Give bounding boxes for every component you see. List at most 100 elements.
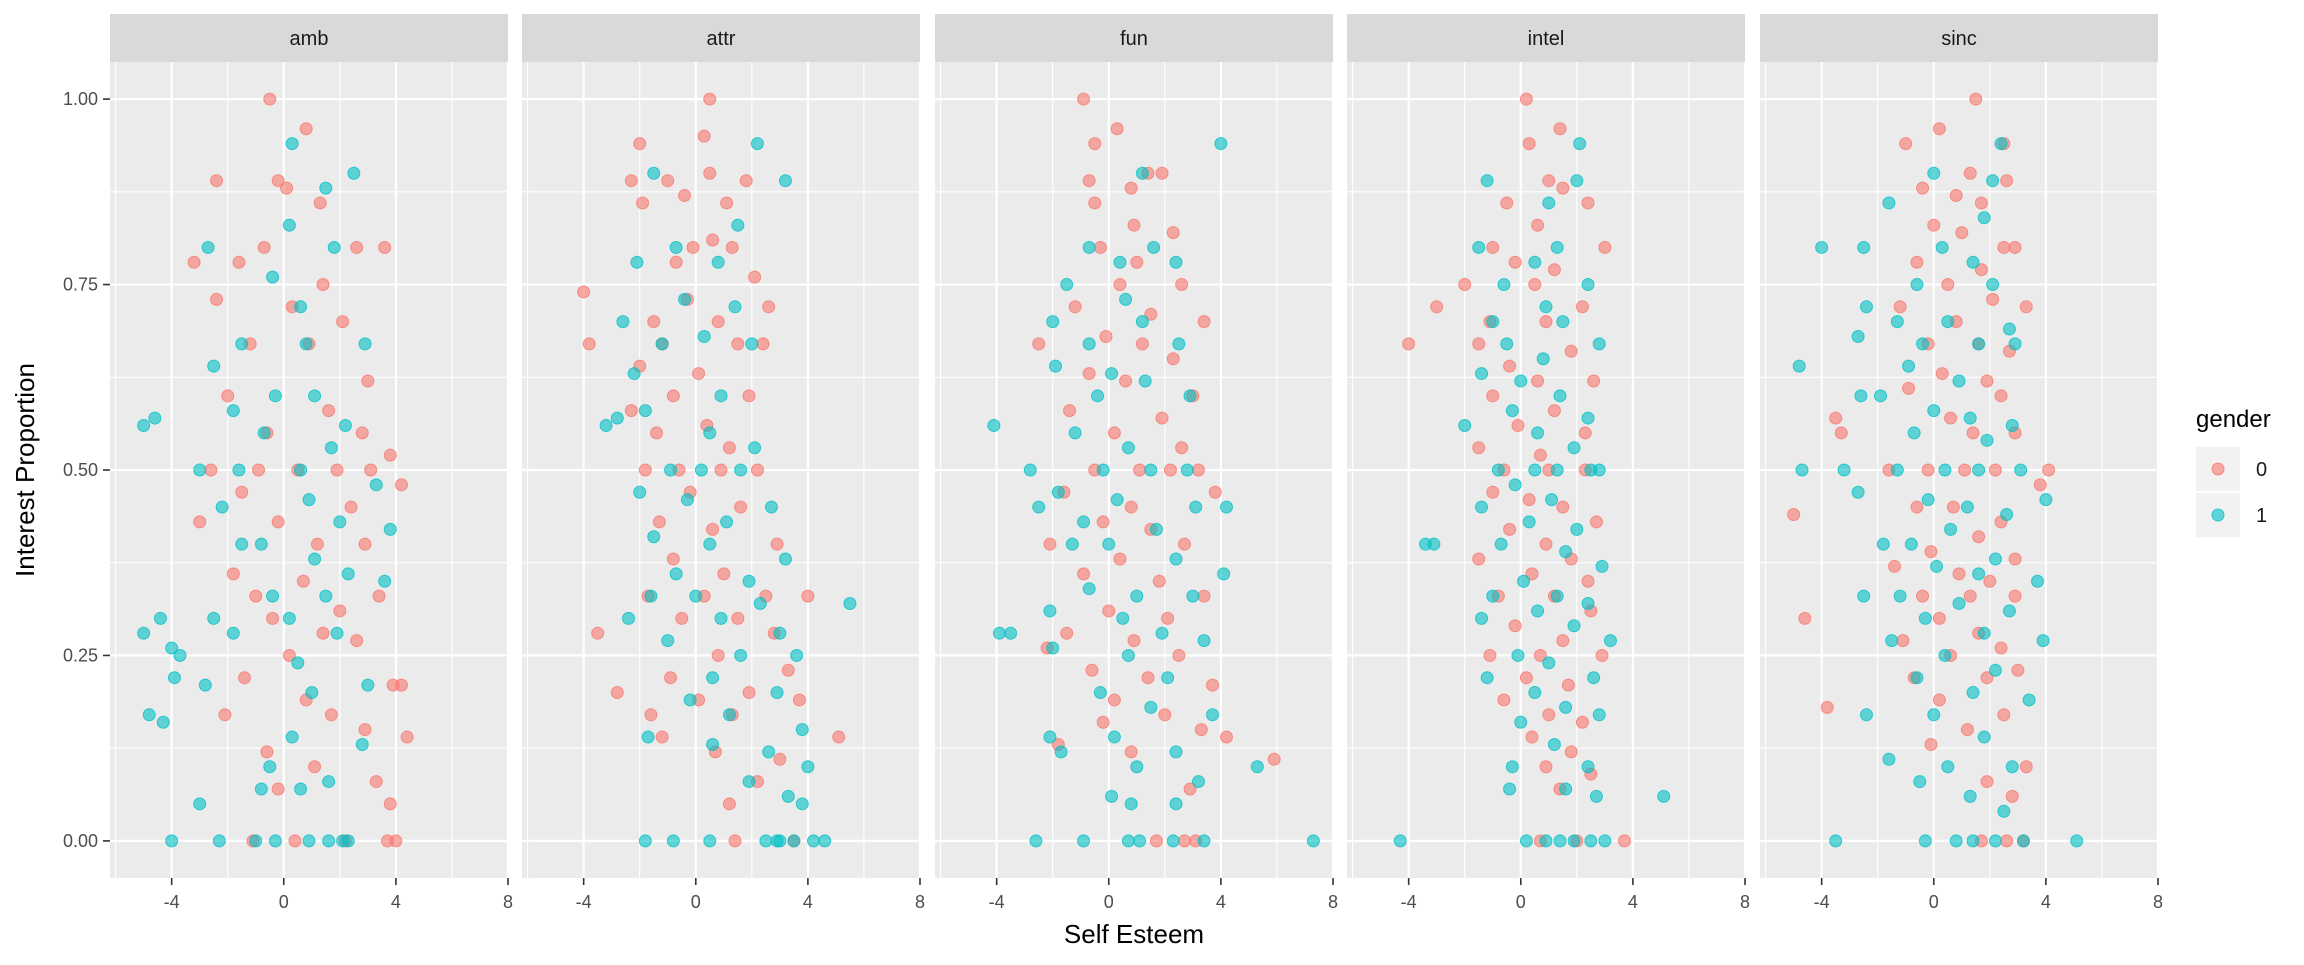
data-point [1475, 367, 1489, 381]
data-point [226, 404, 240, 418]
data-point [1124, 500, 1138, 514]
data-point [383, 797, 397, 811]
data-point [627, 367, 641, 381]
data-point [638, 404, 652, 418]
data-point [1902, 381, 1916, 395]
data-point [636, 196, 650, 210]
series-gender-1 [1792, 137, 2084, 848]
data-point [294, 782, 308, 796]
data-point [1581, 760, 1595, 774]
data-point [285, 730, 299, 744]
data-point [792, 693, 806, 707]
data-point [1161, 611, 1175, 625]
facet-panel-attr: attr -4 0 4 8 [522, 14, 925, 912]
facet-strip-label: fun [1120, 28, 1148, 50]
data-point [1575, 300, 1589, 314]
facet-panel-sinc: sinc -4 0 4 8 [1760, 14, 2163, 912]
data-point [1306, 834, 1320, 848]
data-point [742, 686, 756, 700]
data-point [795, 797, 809, 811]
data-point [316, 626, 330, 640]
data-point [221, 389, 235, 403]
data-point [781, 663, 795, 677]
data-point [1918, 834, 1932, 848]
data-point [1559, 700, 1573, 714]
data-point [1935, 367, 1949, 381]
y-axis-title: Interest Proportion [10, 363, 40, 577]
data-point [787, 834, 801, 848]
data-point [1183, 782, 1197, 796]
data-point [1556, 315, 1570, 329]
data-point [1472, 441, 1486, 455]
data-point [762, 300, 776, 314]
data-point [675, 611, 689, 625]
data-point [694, 463, 708, 477]
data-point [1528, 463, 1542, 477]
data-point [226, 626, 240, 640]
data-point [1598, 240, 1612, 254]
data-point [235, 485, 249, 499]
data-point [1124, 181, 1138, 195]
data-point [759, 834, 773, 848]
data-point [2002, 322, 2016, 336]
data-point [1657, 789, 1671, 803]
data-point [1547, 404, 1561, 418]
data-point [1402, 337, 1416, 351]
data-point [327, 240, 341, 254]
data-point [1941, 760, 1955, 774]
x-tick-label: 8 [1740, 892, 1750, 912]
data-point [1980, 671, 1994, 685]
data-point [1927, 404, 1941, 418]
data-point [1952, 597, 1966, 611]
data-point [1910, 278, 1924, 292]
data-point [1902, 359, 1916, 373]
data-point [207, 359, 221, 373]
data-point [268, 389, 282, 403]
data-point [1994, 641, 2008, 655]
data-point [1578, 426, 1592, 440]
data-point [1938, 648, 1952, 662]
data-point [1528, 255, 1542, 269]
data-point [1792, 359, 1806, 373]
data-point [1166, 834, 1180, 848]
data-point [1046, 315, 1060, 329]
data-point [706, 737, 720, 751]
data-point [1916, 181, 1930, 195]
data-point [1480, 174, 1494, 188]
data-point [313, 196, 327, 210]
data-point [1972, 567, 1986, 581]
data-point [1592, 337, 1606, 351]
data-point [148, 411, 162, 425]
data-point [1063, 404, 1077, 418]
data-point [655, 730, 669, 744]
data-point [624, 174, 638, 188]
data-point [201, 240, 215, 254]
data-point [1127, 218, 1141, 232]
data-point [1564, 745, 1578, 759]
data-point [1508, 478, 1522, 492]
data-point [156, 715, 170, 729]
data-point [1205, 708, 1219, 722]
data-point [1930, 559, 1944, 573]
facet-strip-label: sinc [1941, 28, 1977, 50]
data-point [338, 418, 352, 432]
data-point [638, 463, 652, 477]
data-point [1617, 834, 1631, 848]
x-tick-label: 8 [915, 892, 925, 912]
data-point [745, 337, 759, 351]
data-point [711, 255, 725, 269]
data-point [308, 389, 322, 403]
data-point [1528, 686, 1542, 700]
facet-strip [110, 14, 508, 62]
legend-label: 0 [2256, 459, 2267, 481]
data-point [711, 648, 725, 662]
data-point [198, 678, 212, 692]
data-point [2011, 663, 2025, 677]
data-point [1004, 626, 1018, 640]
data-point [770, 834, 784, 848]
data-point [616, 315, 630, 329]
data-point [1191, 775, 1205, 789]
data-point [1547, 263, 1561, 277]
data-point [2039, 493, 2053, 507]
facet-strip-label: amb [290, 28, 329, 50]
